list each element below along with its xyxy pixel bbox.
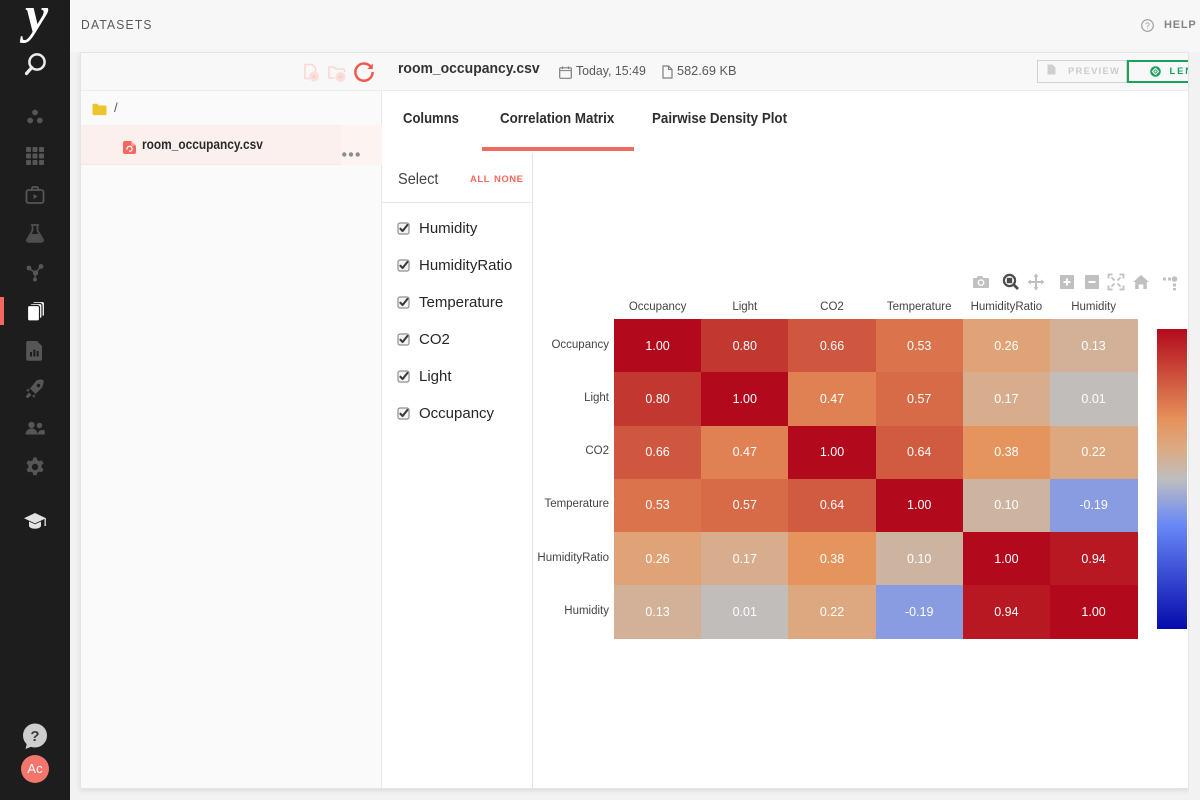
svg-text:?: ? xyxy=(30,728,39,745)
svg-text:?: ? xyxy=(1145,20,1150,30)
